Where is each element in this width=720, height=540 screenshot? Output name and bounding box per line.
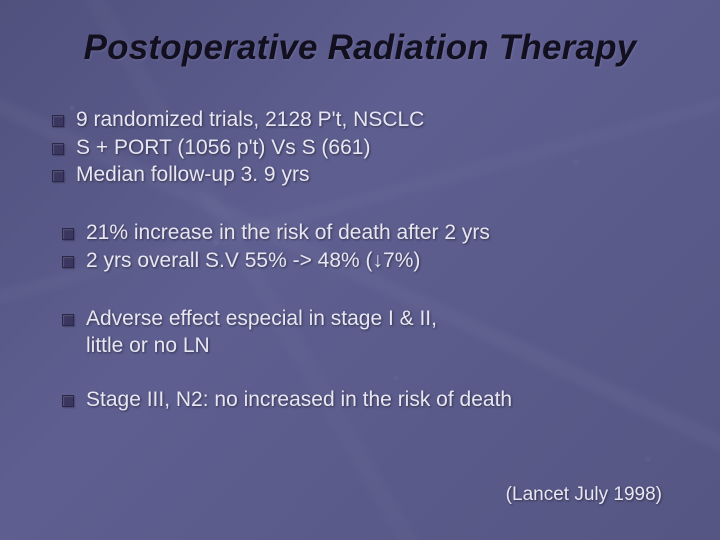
slide: Postoperative Radiation Therapy 9 random… bbox=[0, 0, 720, 540]
list-item: 2 yrs overall S.V 55% -> 48% (↓7%) bbox=[60, 247, 672, 275]
list-item: S + PORT (1056 p't) Vs S (661) bbox=[50, 134, 672, 162]
slide-title: Postoperative Radiation Therapy bbox=[48, 28, 672, 68]
citation: (Lancet July 1998) bbox=[506, 484, 662, 506]
bullet-group-4: Stage III, N2: no increased in the risk … bbox=[50, 386, 672, 414]
list-item: Median follow-up 3. 9 yrs bbox=[50, 161, 672, 189]
list-item-highlight: Adverse effect especial in stage I & II,… bbox=[60, 305, 672, 360]
highlight-line-1: Adverse effect especial in stage I & II, bbox=[86, 307, 437, 330]
bullet-group-1: 9 randomized trials, 2128 P't, NSCLC S +… bbox=[50, 106, 672, 189]
list-item: Stage III, N2: no increased in the risk … bbox=[60, 386, 672, 414]
highlight-line-2: little or no LN bbox=[86, 334, 210, 357]
list-item: 9 randomized trials, 2128 P't, NSCLC bbox=[50, 106, 672, 134]
bullet-group-3: Adverse effect especial in stage I & II,… bbox=[50, 305, 672, 360]
bullet-group-2: 21% increase in the risk of death after … bbox=[50, 219, 672, 274]
list-item: 21% increase in the risk of death after … bbox=[60, 219, 672, 247]
